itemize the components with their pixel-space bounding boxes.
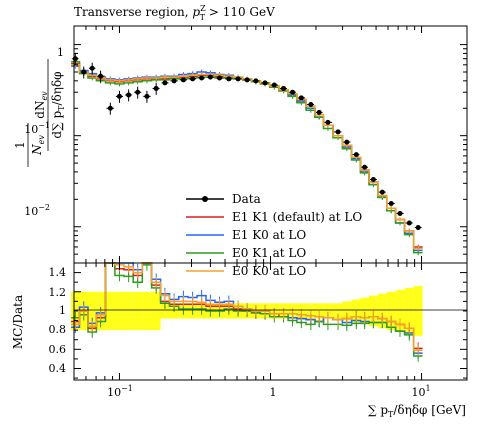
data-point — [290, 89, 296, 95]
data-band-bin — [142, 291, 152, 331]
data-point — [316, 109, 322, 115]
data-point — [379, 189, 385, 195]
data-band-bin — [360, 297, 370, 325]
data-band-bin — [133, 291, 143, 331]
ratio-tick-label-0.4: 0.4 — [49, 362, 67, 375]
data-point — [335, 129, 341, 135]
chart-title: Transverse region, pZ T > 110 GeV — [74, 4, 275, 22]
data-point — [126, 92, 132, 98]
data-point — [180, 77, 186, 83]
data-point — [415, 225, 421, 231]
svg-text:E1 K1 (default) at LO: E1 K1 (default) at LO — [232, 210, 362, 224]
svg-text:E0 K0 at LO: E0 K0 at LO — [232, 264, 306, 278]
data-point — [397, 210, 403, 216]
ratio-tick-label-1.2: 1.2 — [49, 286, 67, 299]
data-point — [153, 85, 159, 91]
data-band-bin — [377, 293, 387, 329]
data-band-bin — [342, 301, 352, 321]
data-band-bin — [404, 287, 414, 334]
data-point — [308, 101, 314, 107]
axis-ticks — [73, 26, 468, 380]
svg-text:Data: Data — [232, 192, 261, 206]
legend-item-e0k0: E0 K0 at LO — [186, 264, 306, 278]
svg-text:Nev: Nev — [30, 135, 46, 156]
data-point — [253, 78, 259, 84]
svg-text:E0 K1 at LO: E0 K1 at LO — [232, 246, 306, 260]
data-point — [325, 119, 331, 125]
data-band-bin — [114, 291, 125, 331]
x-tick-label-10: 101 — [411, 384, 430, 399]
data-point — [244, 77, 250, 83]
data-point — [262, 80, 268, 86]
legend-item-e1k0: E1 K0 at LO — [186, 228, 306, 242]
data-point — [217, 75, 223, 81]
data-point — [199, 75, 205, 81]
data-point — [353, 152, 359, 158]
data-point — [406, 220, 412, 226]
data-point — [81, 69, 87, 75]
data-band-bin — [386, 291, 396, 331]
data-point — [135, 89, 141, 95]
svg-text:1: 1 — [13, 141, 27, 149]
data-point — [171, 78, 177, 84]
data-band-bin — [160, 303, 170, 319]
data-point — [235, 76, 241, 82]
ratio-tick-label-1: 1 — [59, 304, 66, 317]
data-band-bin — [395, 289, 405, 333]
data-point — [281, 85, 287, 91]
legend-item-e0k1: E0 K1 at LO — [186, 246, 306, 260]
legend-item-e1k1: E1 K1 (default) at LO — [186, 210, 362, 224]
data-band-bin — [87, 291, 97, 331]
legend: Data E1 K1 (default) at LO E1 K0 at LO E… — [186, 192, 362, 278]
data-point — [370, 177, 376, 183]
data-point — [89, 65, 95, 71]
data-band-bin — [332, 303, 343, 319]
data-point — [362, 164, 368, 170]
ratio-tick-label-0.6: 0.6 — [49, 343, 67, 356]
data-point — [162, 80, 168, 86]
mc-series-group — [71, 59, 423, 256]
svg-text:E1 K0 at LO: E1 K0 at LO — [232, 228, 306, 242]
svg-text:d∑ pT/δηδφ: d∑ pT/δηδφ — [50, 71, 66, 138]
y-axis-label-fraction: dNev d∑ pT/δηδφ — [33, 59, 66, 151]
data-point — [107, 105, 113, 111]
data-band-bin — [413, 286, 423, 336]
svg-text:dNev: dNev — [33, 91, 49, 119]
x-axis-label: ∑ pT/δηδφ [GeV] — [368, 403, 466, 419]
data-point — [344, 139, 350, 145]
ratio-tick-label-0.8: 0.8 — [49, 323, 67, 336]
data-point — [388, 201, 394, 207]
ratio-series-3 — [71, 262, 423, 352]
y-tick-label-1: 1 — [57, 46, 64, 59]
mc-series-3 — [71, 64, 423, 250]
ratio-tick-label-1.4: 1.4 — [49, 266, 67, 279]
data-point — [207, 74, 213, 80]
data-point — [271, 82, 277, 88]
y-axis-label: 1 Nev — [13, 123, 46, 167]
ratio-series-group — [71, 262, 423, 362]
data-point — [226, 76, 232, 82]
data-point — [116, 93, 122, 99]
x-tick-label-0.1: 10−1 — [107, 384, 133, 399]
y-tick-label-0.01: 10−2 — [24, 203, 50, 218]
data-band-bin — [323, 303, 333, 319]
data-points-group — [72, 53, 422, 231]
data-point — [98, 73, 104, 79]
legend-item-data: Data — [186, 192, 261, 206]
data-band-bin — [151, 291, 161, 331]
x-tick-label-1: 1 — [270, 386, 277, 399]
data-band-bin — [105, 291, 115, 331]
data-point — [144, 93, 150, 99]
data-point — [298, 95, 304, 101]
data-band-bin — [124, 291, 134, 331]
ratio-y-axis-label: MC/Data — [11, 295, 25, 349]
data-point — [190, 76, 196, 82]
